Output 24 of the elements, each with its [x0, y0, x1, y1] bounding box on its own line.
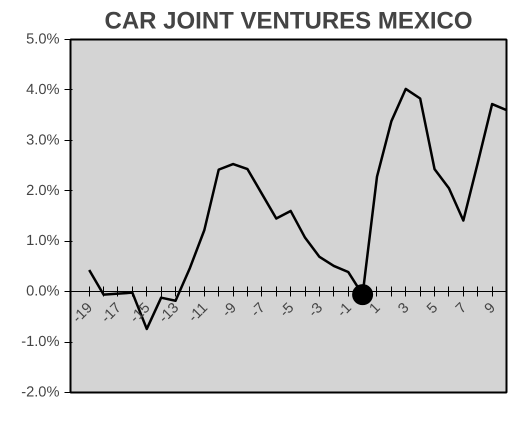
y-tick-label: 2.0% [26, 182, 60, 199]
x-tick-label: -19 [70, 300, 96, 326]
chart-title: CAR JOINT VENTURES MEXICO [104, 8, 473, 34]
y-tick-label: 1.0% [26, 233, 60, 250]
x-tick-label: 3 [395, 300, 412, 318]
x-tick-label: -15 [127, 300, 154, 326]
y-tick-label: 3.0% [26, 132, 60, 148]
x-tick-label: -1 [334, 300, 355, 321]
x-tick-label: 1 [366, 300, 384, 318]
x-tick-label: -5 [276, 300, 298, 321]
y-tick-label: 4.0% [26, 82, 60, 98]
y-tick-label: 0.0% [26, 284, 60, 300]
x-tick-label: -11 [186, 300, 212, 326]
y-tick-label: -1.0% [21, 334, 60, 350]
y-tick-label: -2.0% [21, 384, 60, 400]
x-tick-label: -17 [98, 300, 125, 326]
x-tick-label: -9 [219, 300, 240, 321]
x-tick-label: 5 [424, 300, 442, 318]
x-tick-label: 9 [482, 300, 499, 318]
x-tick-label: -7 [248, 300, 269, 321]
x-tick-label: -13 [156, 300, 182, 326]
x-tick-label: 7 [452, 300, 470, 318]
x-tick-label: -3 [306, 300, 326, 321]
y-tick-label: 5.0% [26, 32, 60, 48]
